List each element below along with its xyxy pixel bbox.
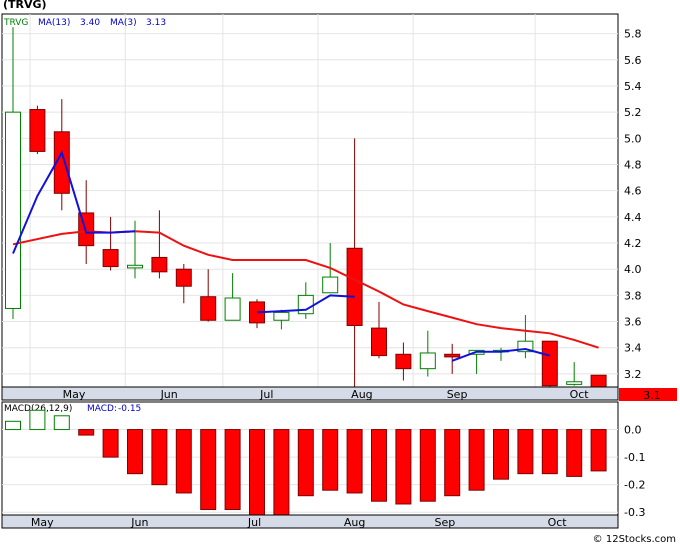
candle-body <box>419 352 436 370</box>
macd-bar <box>468 429 485 491</box>
macd-bar <box>444 429 461 497</box>
chart-title: (TRVG) <box>3 0 47 11</box>
macd-bar <box>395 429 412 505</box>
macd-y-tick: -0.3 <box>624 506 645 519</box>
macd-bar <box>200 429 217 510</box>
price-y-tick: 5.4 <box>624 80 642 93</box>
macd-bar <box>297 429 314 497</box>
macd-legend-name: MACD: <box>87 404 117 414</box>
macd-y-tick: -0.2 <box>624 479 645 492</box>
macd-x-tick: Oct <box>548 516 568 529</box>
price-y-tick: 4.8 <box>624 159 642 172</box>
macd-bar <box>127 429 143 475</box>
macd-bar <box>419 429 436 502</box>
candle-body <box>5 111 21 309</box>
ma3-line <box>451 347 551 362</box>
macd-bar <box>224 429 241 510</box>
candle-body <box>517 340 534 353</box>
macd-x-tick: May <box>31 516 54 529</box>
candle-body <box>29 109 46 152</box>
candle-body <box>541 340 558 387</box>
macd-legend-label: MACD(26,12,9) <box>4 404 72 414</box>
candle-body <box>371 327 387 357</box>
macd-bar <box>151 429 168 486</box>
price-y-tick: 4.4 <box>624 211 642 224</box>
candle-body <box>273 311 290 321</box>
macd-bar <box>175 429 192 494</box>
price-y-tick: 3.6 <box>624 316 642 329</box>
macd-bar <box>322 429 339 491</box>
price-x-tick: Aug <box>351 388 372 401</box>
ma3-line <box>12 150 136 254</box>
macd-x-tick: Sep <box>435 516 456 529</box>
candle-body <box>346 247 363 326</box>
macd-x-axis-band <box>1 514 619 529</box>
candle-body <box>395 353 412 370</box>
macd-bar <box>29 409 46 431</box>
macd-bar <box>566 429 583 477</box>
price-y-tick: 5.2 <box>624 106 642 119</box>
price-x-tick: Jul <box>259 388 273 401</box>
price-x-axis-band <box>1 386 619 401</box>
legend-ma3-value: 3.13 <box>146 18 166 28</box>
candle-body <box>102 249 119 268</box>
candle-body <box>444 353 461 358</box>
candle-body <box>127 264 143 269</box>
macd-bar <box>493 429 509 480</box>
price-x-tick: May <box>63 388 86 401</box>
candle-body <box>224 297 241 321</box>
macd-x-tick: Aug <box>344 516 365 529</box>
price-y-tick: 3.4 <box>624 342 642 355</box>
price-x-tick: Sep <box>447 388 468 401</box>
price-y-tick: 4.0 <box>624 263 642 276</box>
macd-bar <box>102 429 119 458</box>
macd-bar <box>53 415 70 431</box>
price-x-tick: Jun <box>160 388 178 401</box>
last-price-tag <box>619 388 677 401</box>
candle-body <box>590 374 607 388</box>
candle-body <box>53 131 70 194</box>
macd-bar <box>78 429 95 436</box>
price-y-tick: 5.6 <box>624 54 642 67</box>
price-y-tick: 5.0 <box>624 132 642 145</box>
macd-bar <box>273 429 290 516</box>
macd-bar <box>5 420 21 431</box>
candle-body <box>322 276 339 294</box>
legend-ma13-value: 3.40 <box>80 18 100 28</box>
price-y-tick: 3.8 <box>624 289 642 302</box>
candle-body <box>200 296 217 321</box>
macd-legend-value: -0.15 <box>118 404 141 414</box>
macd-x-tick: Jun <box>130 516 148 529</box>
price-y-tick: 4.2 <box>624 237 642 250</box>
legend-ma3-label: MA(3) <box>110 18 137 28</box>
candle-body <box>566 381 583 385</box>
last-price-label: 3.1 <box>643 389 661 402</box>
price-plot-area <box>1 13 619 388</box>
price-y-tick: 5.8 <box>624 28 642 41</box>
candle-body <box>151 256 168 273</box>
macd-bar <box>371 429 387 502</box>
macd-y-tick: 0.0 <box>624 424 642 437</box>
macd-x-tick: Jul <box>247 516 261 529</box>
legend-symbol: TRVG <box>3 18 28 28</box>
price-x-tick: Oct <box>570 388 590 401</box>
footer-credit: © 12Stocks.com <box>592 534 676 545</box>
price-y-tick: 4.6 <box>624 185 642 198</box>
legend-ma13-label: MA(13) <box>38 18 70 28</box>
macd-bar <box>541 429 558 475</box>
macd-bar <box>346 429 363 494</box>
price-y-tick: 3.2 <box>624 368 642 381</box>
macd-bar <box>249 429 265 516</box>
candle-body <box>175 268 192 287</box>
ma3-line <box>256 294 355 314</box>
macd-bar <box>590 429 607 472</box>
macd-y-tick: -0.1 <box>624 451 645 464</box>
macd-bar <box>517 429 534 475</box>
